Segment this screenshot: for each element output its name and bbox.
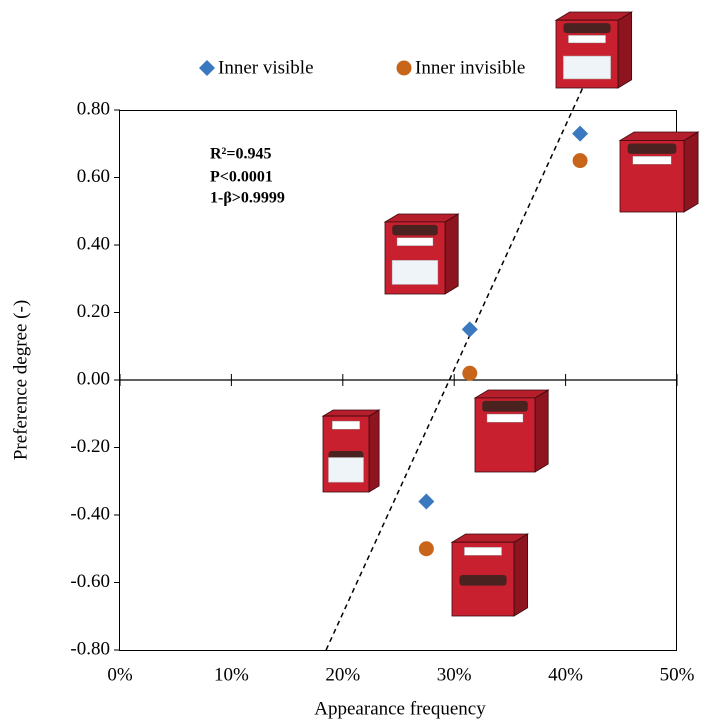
x-tick-label: 0% — [107, 664, 133, 685]
annotation: P<0.0001 — [210, 169, 273, 186]
bin-top — [321, 409, 381, 417]
bin-label-patch — [396, 237, 434, 246]
point — [572, 153, 588, 169]
bin-side — [444, 213, 459, 295]
y-axis-label: Preference degree (-) — [10, 300, 31, 460]
bin-label-patch — [632, 156, 672, 165]
legend-item: Inner visible — [199, 57, 314, 78]
bin-icon — [618, 131, 700, 213]
point — [418, 541, 434, 557]
legend-marker — [396, 60, 412, 76]
bin-icon — [450, 533, 530, 617]
y-tick-label: 0.00 — [77, 368, 110, 389]
legend-label: Inner visible — [218, 57, 314, 78]
bin-side — [534, 389, 549, 473]
bin-icon — [321, 409, 381, 493]
x-axis-label: Appearance frequency — [314, 698, 486, 719]
y-tick-label: 0.80 — [77, 98, 110, 119]
bin-slot — [563, 23, 611, 34]
bin-top — [618, 131, 700, 141]
y-tick-label: -0.40 — [70, 503, 110, 524]
bin-icon — [383, 213, 460, 295]
bin-slot — [482, 400, 528, 412]
bin-top — [450, 533, 530, 543]
point — [572, 125, 589, 142]
y-tick-label: -0.80 — [70, 638, 110, 659]
bin-top — [554, 11, 634, 21]
bin-slot — [392, 224, 438, 236]
annotation: 1-β>0.9999 — [210, 190, 285, 207]
bin-label-patch — [568, 35, 606, 44]
y-tick-label: -0.20 — [70, 436, 110, 457]
point — [418, 493, 435, 510]
legend-item: Inner invisible — [396, 57, 525, 78]
bin-label-patch — [486, 413, 524, 423]
bin-side — [368, 409, 380, 493]
annotation: R²=0.945 — [210, 146, 271, 163]
bin-icon — [554, 11, 634, 89]
bin-slot — [459, 575, 507, 586]
y-tick-label: -0.60 — [70, 571, 110, 592]
bin-window — [391, 260, 439, 285]
bin-side — [683, 131, 699, 213]
bin-top — [473, 389, 550, 399]
bin-window — [563, 55, 611, 80]
bin-top — [383, 213, 460, 223]
bin-side — [617, 11, 633, 89]
bin-icon — [473, 389, 550, 473]
x-tick-label: 30% — [437, 664, 472, 685]
legend-marker — [199, 60, 215, 76]
y-tick-label: 0.60 — [77, 166, 110, 187]
bin-label-patch — [464, 546, 502, 556]
legend-label: Inner invisible — [415, 57, 525, 78]
point — [462, 365, 478, 381]
bin-slot — [627, 143, 677, 154]
x-tick-label: 20% — [325, 664, 360, 685]
y-tick-label: 0.40 — [77, 233, 110, 254]
x-tick-label: 10% — [214, 664, 249, 685]
x-tick-label: 50% — [660, 664, 695, 685]
bin-window — [328, 457, 364, 483]
bin-side — [513, 533, 529, 617]
x-tick-label: 40% — [548, 664, 583, 685]
bin-label-patch — [332, 420, 361, 430]
point — [461, 321, 478, 338]
trend-line — [325, 86, 585, 651]
y-tick-label: 0.20 — [77, 301, 110, 322]
